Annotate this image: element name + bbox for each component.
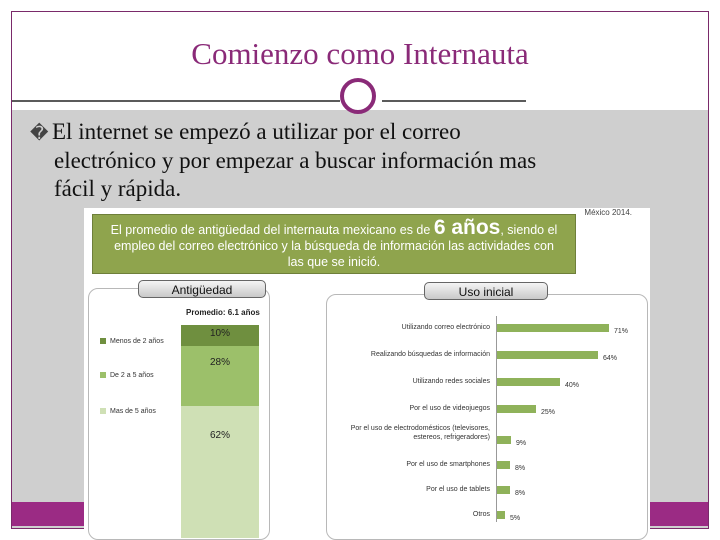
data-label: 71% xyxy=(614,328,629,335)
data-label: 64% xyxy=(603,355,618,362)
legend-item: De 2 a 5 años xyxy=(100,372,154,379)
bullet-line-3: fácil y rápida. xyxy=(54,176,182,201)
category-label: Otros xyxy=(472,511,490,518)
category-label: Utilizando correo electrónico xyxy=(401,324,490,331)
data-label: 5% xyxy=(510,515,521,522)
banner-text-1: El promedio de antigüedad del internauta… xyxy=(110,223,431,237)
data-bar xyxy=(497,324,609,332)
bullet-icon: � xyxy=(30,123,49,143)
bullet-line-1: El internet se empezó a utilizar por el … xyxy=(52,119,461,144)
legend-label: De 2 a 5 años xyxy=(110,372,154,379)
uso-inicial-tab: Uso inicial xyxy=(424,282,548,300)
antiguedad-segment: 62% xyxy=(181,406,259,538)
figure-source: México 2014. xyxy=(584,208,632,217)
chart-axis xyxy=(496,316,497,522)
legend-label: Menos de 2 años xyxy=(110,338,164,345)
bullet-paragraph: � El internet se empezó a utilizar por el… xyxy=(30,118,690,203)
category-label: Realizando búsquedas de información xyxy=(370,351,490,358)
legend-item: Mas de 5 años xyxy=(100,408,156,415)
data-bar xyxy=(497,405,536,413)
data-label: 8% xyxy=(515,465,526,472)
data-bar xyxy=(497,486,510,494)
category-label: Por el uso de smartphones xyxy=(406,461,490,468)
ring-ornament-icon xyxy=(340,78,376,114)
category-label: Por el uso de videojuegos xyxy=(409,405,490,412)
promedio-label: Promedio: 6.1 años xyxy=(186,308,260,317)
legend-item: Menos de 2 años xyxy=(100,338,164,345)
data-label: 8% xyxy=(515,490,526,497)
category-label: Por el uso de tablets xyxy=(426,486,490,493)
data-bar xyxy=(497,511,505,519)
legend-swatch xyxy=(100,338,106,345)
title-separator-right xyxy=(382,100,526,102)
bullet-line-2: electrónico y por empezar a buscar infor… xyxy=(54,148,537,173)
antiguedad-stacked-bar: 10% 28% 62% xyxy=(180,325,259,538)
accent-bar-left xyxy=(12,502,86,526)
data-label: 9% xyxy=(516,440,527,447)
data-bar xyxy=(497,378,560,386)
legend-label: Mas de 5 años xyxy=(110,408,156,415)
banner-text-2: , siendo el xyxy=(500,223,558,237)
slide-title: Comienzo como Internauta xyxy=(191,36,529,71)
data-bar xyxy=(497,351,598,359)
antiguedad-tab: Antigüedad xyxy=(138,280,266,298)
category-label: Utilizando redes sociales xyxy=(412,378,490,385)
title-separator-left xyxy=(12,100,340,102)
antiguedad-segment: 10% xyxy=(181,325,259,346)
banner-highlight: 6 años xyxy=(433,216,501,239)
infographic-figure: México 2014. El promedio de antigüedad d… xyxy=(84,208,650,540)
data-label: 40% xyxy=(565,382,580,389)
data-bar xyxy=(497,436,511,444)
banner-line-3: las que se inició. xyxy=(287,255,381,269)
legend-swatch xyxy=(100,408,106,415)
banner-line-2: empleo del correo electrónico y la búsqu… xyxy=(114,239,554,253)
legend-swatch xyxy=(100,372,106,379)
category-label: Por el uso de electrodomésticos (televis… xyxy=(350,425,490,441)
summary-banner: El promedio de antigüedad del internauta… xyxy=(92,214,576,274)
data-bar xyxy=(497,461,510,469)
antiguedad-segment: 28% xyxy=(181,346,259,406)
accent-bar-right xyxy=(650,502,708,526)
data-label: 25% xyxy=(541,409,556,416)
